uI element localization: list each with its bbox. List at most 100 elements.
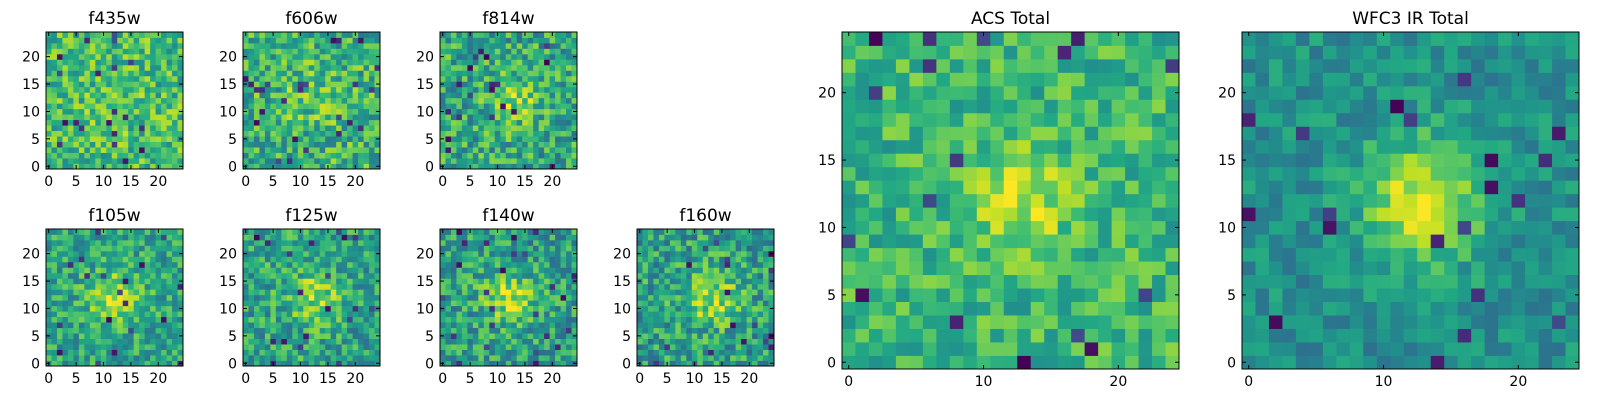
heatmap-cell (73, 278, 80, 285)
heatmap-cell (292, 86, 299, 93)
heatmap-cell (259, 322, 266, 329)
heatmap-cell (84, 245, 91, 252)
heatmap-cell (155, 272, 162, 279)
heatmap-cell (642, 355, 649, 361)
heatmap-cell (440, 125, 446, 132)
heatmap-cell (275, 32, 282, 38)
heatmap-cell (538, 92, 545, 99)
heatmap-cell (336, 316, 343, 323)
heatmap-cell (172, 59, 178, 66)
heatmap-cell (549, 114, 556, 121)
heatmap-cell (155, 108, 162, 115)
heatmap-cell (330, 344, 337, 350)
heatmap-cell (352, 103, 359, 110)
heatmap-cell (555, 152, 561, 159)
heatmap-cell (483, 311, 490, 318)
heatmap-cell (511, 141, 518, 148)
heatmap-cell (89, 305, 96, 312)
heatmap-cell (527, 147, 534, 153)
heatmap-cell (1125, 274, 1139, 289)
heatmap-cell (166, 349, 173, 356)
heatmap-cell (325, 97, 332, 104)
heatmap-cell (330, 147, 337, 153)
heatmap-cell (264, 108, 271, 115)
heatmap-cell (445, 152, 452, 159)
heatmap-cell (56, 158, 63, 164)
heatmap-cell (1152, 220, 1166, 235)
heatmap-cell (680, 305, 687, 312)
heatmap-cell (963, 166, 978, 181)
heatmap-cell (117, 70, 124, 77)
heatmap-cell (461, 141, 468, 148)
heatmap-cell (1152, 193, 1166, 208)
heatmap-cell (500, 53, 507, 60)
heatmap-cell (84, 42, 91, 49)
heatmap-cell (686, 278, 693, 285)
heatmap-cell (253, 136, 260, 142)
heatmap-cell (505, 267, 512, 274)
heatmap-cell (62, 245, 69, 252)
heatmap-cell (111, 267, 118, 274)
heatmap-cell (461, 97, 468, 104)
heatmap-cell (691, 289, 698, 296)
heatmap-cell (472, 42, 479, 49)
heatmap-cell (352, 141, 359, 148)
heatmap-cell (347, 322, 353, 329)
heatmap-cell (172, 294, 178, 301)
heatmap-cell (369, 272, 375, 279)
heatmap-cell (1098, 301, 1112, 316)
heatmap-cell (713, 344, 720, 350)
heatmap-cell (56, 261, 63, 268)
heatmap-cell (1084, 234, 1099, 249)
heatmap-cell (111, 147, 118, 153)
heatmap-cell (882, 342, 897, 356)
heatmap-cell (516, 59, 523, 66)
heatmap-cell (882, 261, 897, 276)
heatmap-cell (336, 229, 343, 235)
heatmap-cell (292, 229, 299, 235)
heatmap-cell (680, 333, 687, 339)
heatmap-cell (150, 294, 156, 301)
heatmap-cell (275, 256, 282, 263)
heatmap-cell (133, 333, 140, 339)
heatmap-cell (336, 333, 343, 339)
heatmap-cell (472, 114, 479, 121)
heatmap-cell (122, 59, 129, 66)
heatmap-cell (763, 229, 769, 235)
heatmap-cell (281, 300, 288, 307)
heatmap-cell (527, 316, 534, 323)
x-tick-label: 0 (44, 174, 53, 190)
heatmap-cell (369, 256, 375, 263)
heatmap-cell (150, 316, 156, 323)
heatmap-cell (697, 294, 704, 301)
heatmap-cell (483, 119, 490, 126)
heatmap-cell (325, 130, 332, 137)
heatmap-cell (243, 152, 249, 159)
heatmap-cell (111, 294, 118, 301)
heatmap-cell (1030, 288, 1045, 302)
heatmap-cell (566, 289, 572, 296)
heatmap-cell (352, 136, 359, 142)
heatmap-cell (1030, 274, 1045, 289)
heatmap-cell (511, 108, 518, 115)
heatmap-cell (352, 108, 359, 115)
heatmap-cell (166, 250, 173, 257)
heatmap-cell (106, 245, 113, 252)
heatmap-cell (461, 245, 468, 252)
heatmap-cell (1003, 315, 1018, 329)
heatmap-cell (259, 333, 266, 339)
heatmap-cell (467, 322, 474, 329)
axes-frame (242, 31, 381, 170)
heatmap-cell (555, 355, 561, 361)
heatmap-cell (133, 349, 140, 356)
heatmap-cell (374, 158, 381, 164)
heatmap-cell (341, 250, 348, 257)
heatmap-cell (122, 114, 129, 121)
heatmap-cell (352, 349, 359, 356)
heatmap-cell (478, 349, 485, 356)
heatmap-cell (106, 136, 113, 142)
heatmap-cell (363, 256, 370, 263)
heatmap-cell (691, 333, 698, 339)
heatmap-cell (347, 278, 353, 285)
heatmap-cell (286, 97, 293, 104)
